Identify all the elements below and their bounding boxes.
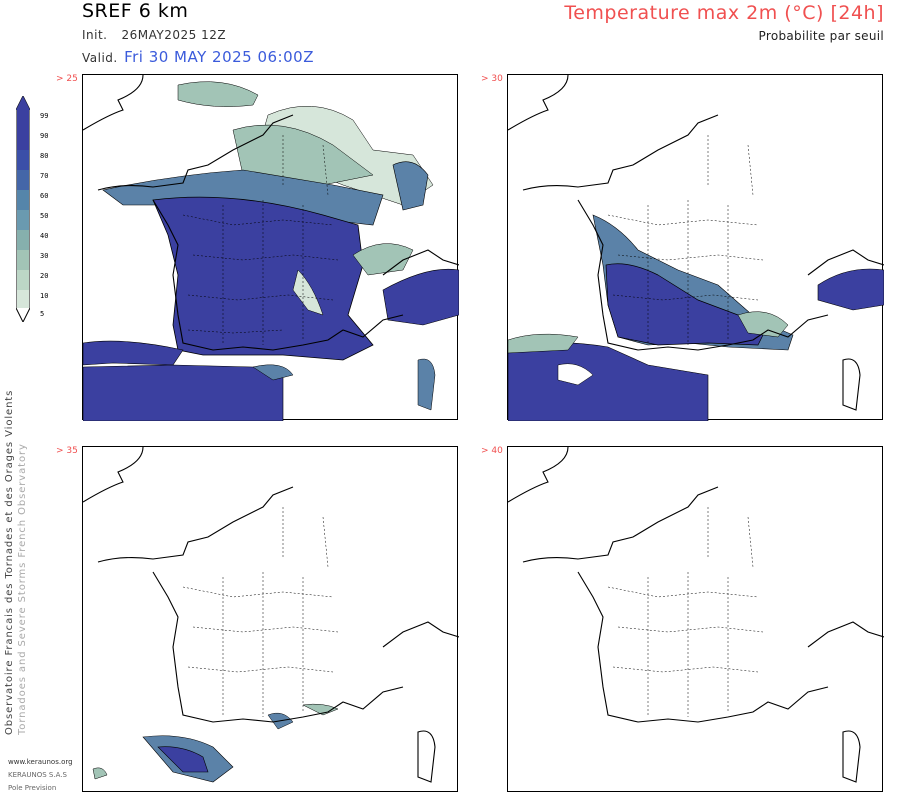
legend-swatch-99 [17,110,29,130]
org-name-fr: Observatoire Francais des Tornades et de… [4,389,15,735]
department-borders [182,507,339,717]
legend-swatch-90 [17,130,29,150]
legend-label-20: 20 [40,272,49,280]
map-panel-gt25[interactable] [82,74,459,421]
footer-unit: Pole Prevision [8,784,57,792]
panel-4-threshold: > 40 [481,446,503,456]
prob-field [92,703,339,783]
legend-colorbar [16,96,30,322]
panel-3-threshold: > 35 [56,446,78,456]
chart-title: Temperature max 2m (°C) [24h] [564,2,884,24]
legend-label-70: 70 [40,172,49,180]
legend-swatch-20 [17,270,29,290]
model-name: SREF 6 km [82,0,189,22]
coastlines [83,447,459,783]
prob-field [508,214,884,421]
init-value: 26MAY2025 12Z [121,28,227,42]
map-gt35 [83,447,459,783]
init-label: Init. [82,28,108,42]
legend-label-50: 50 [40,212,49,220]
legend-swatch-40 [17,230,29,250]
legend-swatch-10 [17,290,29,308]
panel-1-threshold: > 25 [56,74,78,84]
department-borders [182,135,339,345]
legend-label-10: 10 [40,292,49,300]
coastlines [508,75,884,411]
legend-label-5: 5 [40,310,45,318]
legend-swatch-30 [17,250,29,270]
map-panel-gt35[interactable] [82,446,459,792]
legend-label-30: 30 [40,252,49,260]
map-gt40 [508,447,884,783]
coastlines [508,447,884,783]
chart-subtitle: Probabilite par seuil [758,29,884,43]
legend-label-99: 99 [40,112,49,120]
footer-company: KERAUNOS S.A.S [8,771,67,779]
map-gt30 [508,75,884,421]
org-name-en: Tornadoes and Severe Storms French Obser… [17,443,28,735]
legend-swatch-70 [17,170,29,190]
legend-swatch-80 [17,150,29,170]
department-borders [607,135,764,345]
valid-label: Valid. [82,51,118,65]
legend-label-80: 80 [40,152,49,160]
legend-label-60: 60 [40,192,49,200]
map-panel-gt40[interactable] [507,446,884,792]
panel-2-threshold: > 30 [481,74,503,84]
coastlines [83,75,459,351]
legend-swatch-60 [17,190,29,210]
map-panel-gt30[interactable] [507,74,884,421]
valid-value: Fri 30 MAY 2025 06:00Z [124,48,314,66]
legend-swatch-50 [17,210,29,230]
department-borders [607,507,764,717]
valid-line: Valid. Fri 30 MAY 2025 06:00Z [82,48,314,66]
map-gt25 [83,75,459,421]
legend-label-90: 90 [40,132,49,140]
prob-field [83,81,459,421]
footer-website[interactable]: www.keraunos.org [8,758,73,766]
legend-label-40: 40 [40,232,49,240]
init-line: Init. 26MAY2025 12Z [82,28,226,42]
probability-legend: 99 90 80 70 60 50 40 30 20 10 5 [14,96,54,322]
